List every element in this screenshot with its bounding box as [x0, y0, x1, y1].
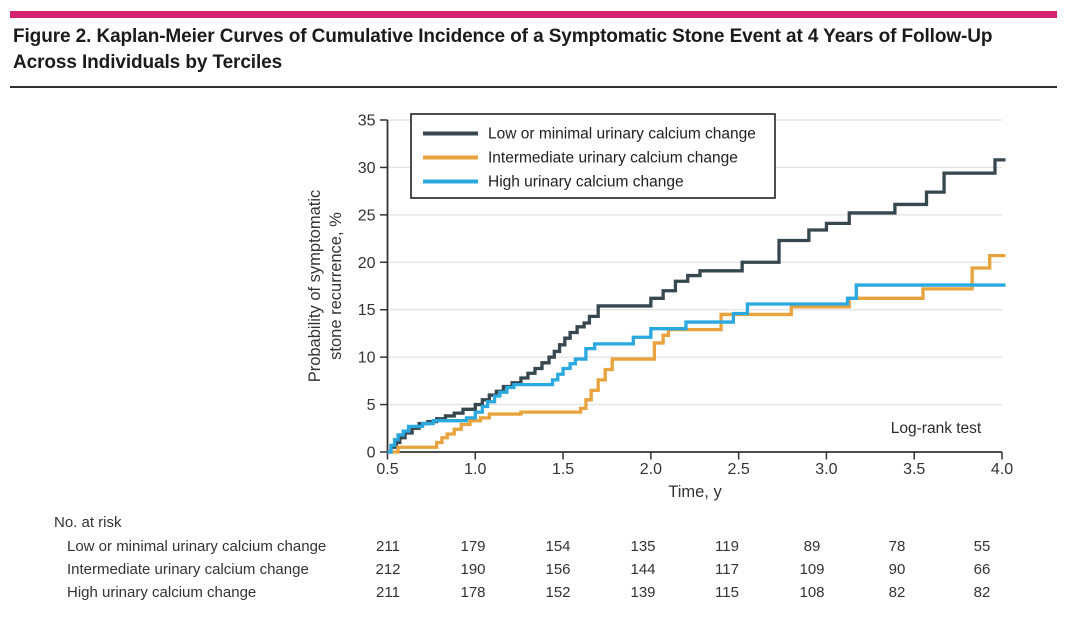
- title-divider: [10, 86, 1057, 88]
- x-tick-label: 1.5: [552, 461, 574, 478]
- risk-table-header: No. at risk: [54, 514, 122, 531]
- risk-count: 82: [973, 584, 991, 601]
- risk-row-label-intermediate: Intermediate urinary calcium change: [67, 561, 309, 578]
- risk-count: 89: [803, 538, 821, 555]
- risk-count: 211: [376, 538, 400, 555]
- x-axis-title: Time, y: [668, 483, 722, 501]
- figure-title-line1: Figure 2. Kaplan-Meier Curves of Cumulat…: [13, 26, 993, 47]
- km-curve-1: [387, 253, 1006, 454]
- x-tick-label: 0.5: [376, 461, 398, 478]
- risk-count: 82: [888, 584, 906, 601]
- accent-bar: [10, 11, 1057, 18]
- x-tick-label: 2.0: [640, 461, 662, 478]
- risk-count: 119: [715, 538, 739, 555]
- y-tick-label: 10: [358, 350, 376, 367]
- x-tick-label: 3.5: [903, 461, 925, 478]
- y-tick-label: 35: [358, 113, 376, 130]
- risk-count: 190: [460, 561, 486, 578]
- axes: 0 5 10 15 20 25 30 35 0.5 1.0 1.5 2.0 2.5 3.0 3.5 4.0: [358, 113, 1014, 479]
- risk-count: 109: [799, 561, 825, 578]
- risk-count: 178: [460, 584, 486, 601]
- km-curve-2: [387, 283, 1006, 454]
- x-tick-label: 2.5: [728, 461, 750, 478]
- y-tick-label: 30: [358, 160, 376, 177]
- y-tick-label: 25: [358, 207, 376, 224]
- y-axis-title-line2: stone recurrence, %: [327, 212, 345, 360]
- figure-title: Figure 2. Kaplan-Meier Curves of Cumulat…: [13, 24, 1053, 76]
- y-tick-label: 5: [367, 397, 376, 414]
- legend-label-intermediate: Intermediate urinary calcium change: [488, 150, 738, 167]
- risk-count: 117: [715, 561, 739, 578]
- risk-count: 78: [888, 538, 906, 555]
- risk-row-label-low: Low or minimal urinary calcium change: [67, 538, 327, 555]
- risk-count: 211: [376, 584, 400, 601]
- y-tick-label: 15: [358, 302, 376, 319]
- risk-count: 154: [545, 538, 571, 555]
- survival-curves: [387, 158, 1006, 454]
- risk-count: 179: [460, 538, 486, 555]
- risk-count: 115: [715, 584, 739, 601]
- x-tick-label: 1.0: [464, 461, 486, 478]
- y-tick-label: 0: [367, 445, 376, 462]
- x-tick-label: 4.0: [991, 461, 1013, 478]
- risk-count: 144: [630, 561, 656, 578]
- kaplan-meier-chart: 0 5 10 15 20 25 30 35 0.5 1.0 1.5 2.0 2.5 3.0 3.5 4.0 P…: [306, 113, 1014, 502]
- y-axis-title-line1: Probability of symptomatic: [306, 190, 324, 383]
- km-curve-0: [387, 158, 1006, 454]
- risk-row-label-high: High urinary calcium change: [67, 584, 257, 601]
- x-tick-label: 3.0: [815, 461, 837, 478]
- log-rank-annotation: Log-rank test: [891, 420, 982, 437]
- risk-count: 66: [973, 561, 991, 578]
- risk-count: 152: [545, 584, 571, 601]
- risk-count: 139: [630, 584, 656, 601]
- risk-count: 156: [545, 561, 571, 578]
- risk-count: 90: [888, 561, 906, 578]
- risk-count: 55: [973, 538, 991, 555]
- risk-count: 135: [630, 538, 656, 555]
- figure-title-line2: Across Individuals by Terciles: [13, 52, 283, 73]
- risk-count: 108: [799, 584, 825, 601]
- legend-label-low: Low or minimal urinary calcium change: [488, 126, 756, 143]
- risk-count: 212: [375, 561, 401, 578]
- legend-label-high: High urinary calcium change: [488, 174, 684, 191]
- legend: Low or minimal urinary calcium change In…: [410, 113, 776, 199]
- y-tick-label: 20: [358, 255, 376, 272]
